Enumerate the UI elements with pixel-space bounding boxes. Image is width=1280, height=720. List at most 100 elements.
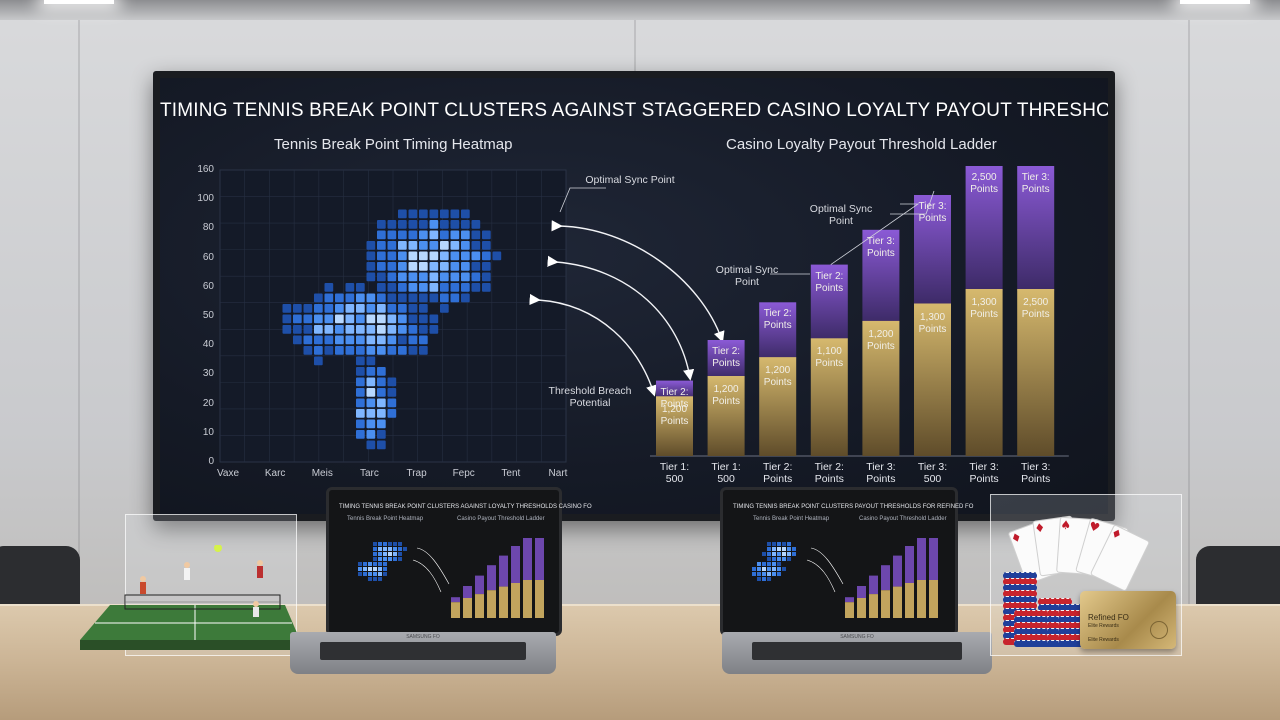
mini-ladder-bar [893,586,902,618]
heatmap-cell [356,293,365,303]
heatmap-cell [282,314,292,324]
poker-chip [1014,616,1048,623]
laptop-right-keyboard[interactable] [752,642,962,660]
mini-heatmap-cell [363,567,367,571]
mini-heatmap-cell [388,547,392,551]
mini-sync-arrow [806,559,836,593]
ladder-tier-label: Tier 3: Points [969,461,999,485]
heatmap-cell [366,419,376,429]
sync-arrow [551,220,725,343]
laptop-left-keyboard[interactable] [320,642,526,660]
mini-heatmap-cell [373,577,377,581]
heatmap-cell [450,283,460,292]
mini-ladder-bar [487,590,496,618]
mini-ladder-bar [917,538,926,580]
heatmap-cell [314,356,323,366]
heatmap-cell [356,346,365,355]
heatmap-cell [450,293,460,303]
mini-heatmap-cell [762,552,766,556]
heatmap-cell [440,262,449,271]
mini-heatmap-cell [373,542,377,546]
mini-heatmap-cell [363,562,367,566]
heatmap-cell [398,325,407,334]
wall-seam [78,20,80,610]
mini-heatmap-cell [782,557,786,561]
heatmap-cell [429,251,439,261]
mini-heatmap-cell [782,567,786,571]
poker-chip [1014,628,1048,635]
mini-heatmap-cell [403,547,407,551]
ladder-bar-upper [656,380,693,399]
laptop-left-screen[interactable]: TIMING TENNIS BREAK POINT CLUSTERS AGAIN… [326,487,592,636]
heatmap-cell [461,230,470,240]
mini-heatmap-cell [378,547,382,551]
heatmap-x-tick: Tent [501,468,521,479]
heatmap-cell [471,220,481,229]
heatmap-cell [387,346,397,355]
heatmap-cell [461,209,470,219]
mini-heatmap-cell [767,562,771,566]
mini-ladder-bar [499,586,508,618]
mini-heatmap-cell [767,547,771,551]
heatmap-cell [314,314,323,324]
heatmap-cell [345,346,355,355]
mini-ladder-bar [905,546,914,583]
heatmap-cell [450,209,460,219]
poker-chip [1014,622,1048,629]
heatmap-cell [440,272,449,282]
heatmap-cell [440,220,449,229]
heatmap-cell [429,283,439,292]
heatmap-cell [387,220,397,229]
mini-heatmap-cell [762,577,766,581]
heatmap-cell [398,293,407,303]
laptop-right-base: SAMSUNG FO [722,632,992,674]
heatmap-cell [324,283,334,292]
heatmap-cell [282,325,292,334]
poker-chip [1003,596,1037,603]
ladder-bar-lower [1017,289,1055,456]
heatmap-cell [429,325,439,334]
heatmap-cell [314,335,323,345]
mini-ladder-bar [869,594,878,618]
laptop-left-base: SAMSUNG FO [290,632,556,674]
heatmap-cell [419,251,428,261]
heatmap-cell [429,241,439,250]
laptop-left-sub-left: Tennis Break Point Heatmap [347,516,424,522]
mini-heatmap-cell [772,572,776,576]
mini-heatmap-cell [378,542,382,546]
mini-heatmap-cell [388,542,392,546]
mini-ladder-bar [845,602,854,618]
poker-chip [1003,602,1037,609]
heatmap-cell [408,304,418,313]
heatmap-cell [440,293,449,303]
heatmap-cell [419,230,428,240]
mini-heatmap-cell [757,577,761,581]
mini-heatmap-cell [358,572,362,576]
heatmap-cell [419,262,428,271]
heatmap-cell [335,304,344,313]
heatmap-cell [345,293,355,303]
mini-heatmap-cell [383,542,387,546]
heatmap-cell [377,335,386,345]
mini-ladder-bar [463,586,472,598]
ladder-bar-upper [810,264,848,341]
heatmap-y-tick: 80 [202,222,214,234]
sync-arrow [547,255,695,381]
heatmap-cell [419,304,428,313]
poker-chip [1058,604,1092,611]
poker-chip [1038,634,1072,641]
mini-ladder-bar [523,580,532,618]
mini-heatmap-cell [777,572,781,576]
heatmap-cell [408,220,418,229]
heatmap-cell [440,251,449,261]
poker-chip [1058,634,1092,641]
mini-heatmap-cell [378,572,382,576]
heatmap-cell [324,304,334,313]
mini-heatmap-cell [373,547,377,551]
laptop-right-screen[interactable]: TIMING TENNIS BREAK POINT CLUSTERS PAYOU… [720,487,973,636]
mini-heatmap-cell [767,572,771,576]
heatmap-cell [387,377,397,387]
annotation-threshold-breach: Threshold Breach Potential [548,385,632,409]
poker-chip [1058,628,1092,635]
heatmap-cell [450,220,460,229]
